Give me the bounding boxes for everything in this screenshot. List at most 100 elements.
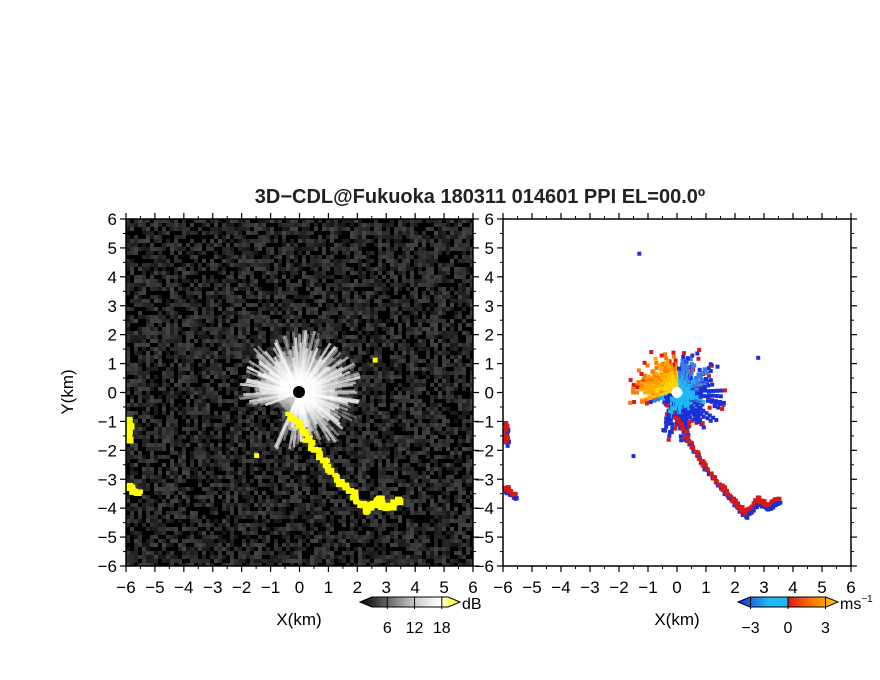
noise-cell xyxy=(246,551,250,555)
noise-cell xyxy=(178,243,182,247)
noise-cell xyxy=(366,223,370,227)
noise-cell xyxy=(334,447,338,451)
noise-cell xyxy=(470,275,473,279)
noise-cell xyxy=(430,419,434,423)
noise-cell xyxy=(470,367,473,371)
noise-cell xyxy=(350,355,354,359)
noise-cell xyxy=(446,531,450,535)
noise-cell xyxy=(258,259,262,263)
noise-cell xyxy=(458,243,462,247)
noise-cell xyxy=(158,287,162,291)
noise-cell xyxy=(154,307,158,311)
noise-cell xyxy=(470,419,473,423)
noise-cell xyxy=(190,307,194,311)
noise-cell xyxy=(406,319,410,323)
noise-cell xyxy=(266,539,270,543)
noise-cell xyxy=(158,299,162,303)
noise-cell xyxy=(278,479,282,483)
noise-cell xyxy=(438,467,442,471)
noise-cell xyxy=(354,247,358,251)
noise-cell xyxy=(286,251,290,255)
noise-cell xyxy=(406,491,410,495)
noise-cell xyxy=(406,463,410,467)
noise-cell xyxy=(286,299,290,303)
noise-cell xyxy=(250,523,254,527)
noise-cell xyxy=(194,439,198,443)
noise-cell xyxy=(390,511,394,515)
noise-cell xyxy=(450,383,454,387)
noise-cell xyxy=(142,403,146,407)
noise-cell xyxy=(286,343,290,347)
noise-cell xyxy=(302,527,306,531)
noise-cell xyxy=(206,395,210,399)
noise-cell xyxy=(466,547,470,551)
noise-cell xyxy=(194,347,198,351)
noise-cell xyxy=(250,531,254,535)
noise-cell xyxy=(238,355,242,359)
noise-cell xyxy=(334,443,338,447)
noise-cell xyxy=(466,219,470,223)
noise-cell xyxy=(406,259,410,263)
noise-cell xyxy=(466,343,470,347)
noise-cell xyxy=(414,251,418,255)
noise-cell xyxy=(370,279,374,283)
noise-cell xyxy=(294,227,298,231)
noise-cell xyxy=(130,271,134,275)
noise-cell xyxy=(210,327,214,331)
noise-cell xyxy=(458,435,462,439)
noise-cell xyxy=(410,271,414,275)
noise-cell xyxy=(202,395,206,399)
noise-cell xyxy=(418,343,422,347)
noise-cell xyxy=(426,283,430,287)
noise-cell xyxy=(310,295,314,299)
noise-cell xyxy=(294,223,298,227)
noise-cell xyxy=(278,259,282,263)
noise-cell xyxy=(322,531,326,535)
noise-cell xyxy=(282,511,286,515)
noise-cell xyxy=(450,487,454,491)
noise-cell xyxy=(322,335,326,339)
noise-cell xyxy=(138,479,142,483)
noise-cell xyxy=(374,355,378,359)
noise-cell xyxy=(146,495,150,499)
noise-cell xyxy=(170,387,174,391)
noise-cell xyxy=(142,359,146,363)
noise-cell xyxy=(346,335,350,339)
noise-cell xyxy=(378,267,382,271)
noise-cell xyxy=(350,479,354,483)
noise-cell xyxy=(350,287,354,291)
noise-cell xyxy=(278,467,282,471)
noise-cell xyxy=(226,331,230,335)
noise-cell xyxy=(366,451,370,455)
noise-cell xyxy=(318,555,322,559)
noise-cell xyxy=(402,387,406,391)
noise-cell xyxy=(282,227,286,231)
noise-cell xyxy=(430,339,434,343)
noise-cell xyxy=(314,443,318,447)
noise-cell xyxy=(358,443,362,447)
noise-cell xyxy=(462,523,466,527)
noise-cell xyxy=(254,491,258,495)
noise-cell xyxy=(258,455,262,459)
noise-cell xyxy=(138,507,142,511)
noise-cell xyxy=(190,327,194,331)
noise-cell xyxy=(158,271,162,275)
noise-cell xyxy=(398,443,402,447)
noise-cell xyxy=(146,323,150,327)
noise-cell xyxy=(138,311,142,315)
noise-cell xyxy=(290,223,294,227)
noise-cell xyxy=(142,551,146,555)
noise-cell xyxy=(190,323,194,327)
noise-cell xyxy=(418,359,422,363)
noise-cell xyxy=(278,547,282,551)
noise-cell xyxy=(450,279,454,283)
noise-cell xyxy=(138,331,142,335)
noise-cell xyxy=(390,259,394,263)
noise-cell xyxy=(294,463,298,467)
noise-cell xyxy=(278,311,282,315)
noise-cell xyxy=(150,323,154,327)
noise-cell xyxy=(358,515,362,519)
noise-cell xyxy=(266,271,270,275)
noise-cell xyxy=(370,315,374,319)
noise-cell xyxy=(414,391,418,395)
